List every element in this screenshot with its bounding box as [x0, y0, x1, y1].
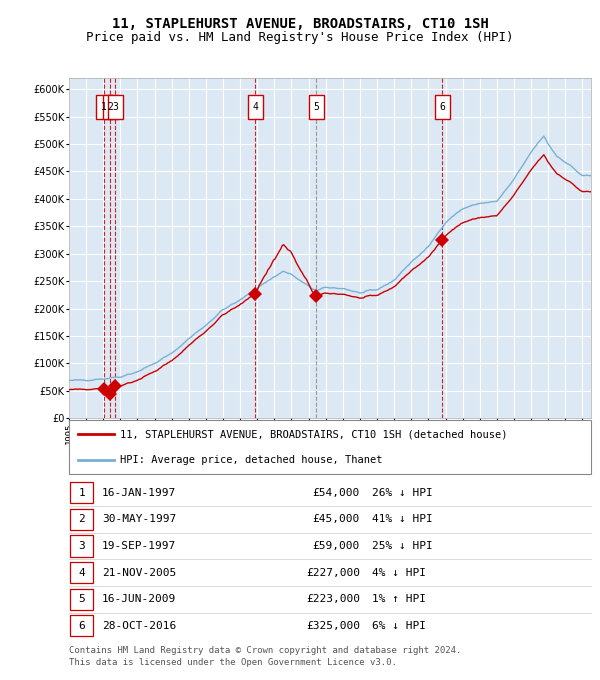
Text: 4: 4	[253, 102, 259, 112]
Text: £54,000: £54,000	[313, 488, 360, 498]
Text: 30-MAY-1997: 30-MAY-1997	[102, 514, 176, 524]
Text: 1: 1	[78, 488, 85, 498]
Text: Price paid vs. HM Land Registry's House Price Index (HPI): Price paid vs. HM Land Registry's House …	[86, 31, 514, 44]
Text: 3: 3	[112, 102, 118, 112]
FancyBboxPatch shape	[248, 95, 263, 119]
Text: 41% ↓ HPI: 41% ↓ HPI	[372, 514, 433, 524]
Text: 26% ↓ HPI: 26% ↓ HPI	[372, 488, 433, 498]
Text: 16-JAN-1997: 16-JAN-1997	[102, 488, 176, 498]
FancyBboxPatch shape	[96, 95, 112, 119]
Text: This data is licensed under the Open Government Licence v3.0.: This data is licensed under the Open Gov…	[69, 658, 397, 666]
Text: £223,000: £223,000	[306, 594, 360, 605]
Text: £325,000: £325,000	[306, 621, 360, 631]
Text: 11, STAPLEHURST AVENUE, BROADSTAIRS, CT10 1SH (detached house): 11, STAPLEHURST AVENUE, BROADSTAIRS, CT1…	[120, 429, 508, 439]
Text: HPI: Average price, detached house, Thanet: HPI: Average price, detached house, Than…	[120, 455, 383, 465]
Text: £45,000: £45,000	[313, 514, 360, 524]
Text: 11, STAPLEHURST AVENUE, BROADSTAIRS, CT10 1SH: 11, STAPLEHURST AVENUE, BROADSTAIRS, CT1…	[112, 17, 488, 31]
Text: 3: 3	[78, 541, 85, 551]
FancyBboxPatch shape	[103, 95, 118, 119]
FancyBboxPatch shape	[435, 95, 450, 119]
Text: Contains HM Land Registry data © Crown copyright and database right 2024.: Contains HM Land Registry data © Crown c…	[69, 646, 461, 655]
Text: 25% ↓ HPI: 25% ↓ HPI	[372, 541, 433, 551]
Text: 5: 5	[78, 594, 85, 605]
Text: 5: 5	[314, 102, 319, 112]
Text: 21-NOV-2005: 21-NOV-2005	[102, 568, 176, 577]
Text: £227,000: £227,000	[306, 568, 360, 577]
FancyBboxPatch shape	[107, 95, 123, 119]
Text: 1: 1	[101, 102, 107, 112]
Text: 28-OCT-2016: 28-OCT-2016	[102, 621, 176, 631]
Text: 6: 6	[78, 621, 85, 631]
Text: 4: 4	[78, 568, 85, 577]
Text: 2: 2	[107, 102, 113, 112]
Text: 2: 2	[78, 514, 85, 524]
Text: 6: 6	[440, 102, 445, 112]
Text: £59,000: £59,000	[313, 541, 360, 551]
Text: 19-SEP-1997: 19-SEP-1997	[102, 541, 176, 551]
Text: 16-JUN-2009: 16-JUN-2009	[102, 594, 176, 605]
Text: 1% ↑ HPI: 1% ↑ HPI	[372, 594, 426, 605]
Text: 6% ↓ HPI: 6% ↓ HPI	[372, 621, 426, 631]
FancyBboxPatch shape	[309, 95, 324, 119]
Text: 4% ↓ HPI: 4% ↓ HPI	[372, 568, 426, 577]
